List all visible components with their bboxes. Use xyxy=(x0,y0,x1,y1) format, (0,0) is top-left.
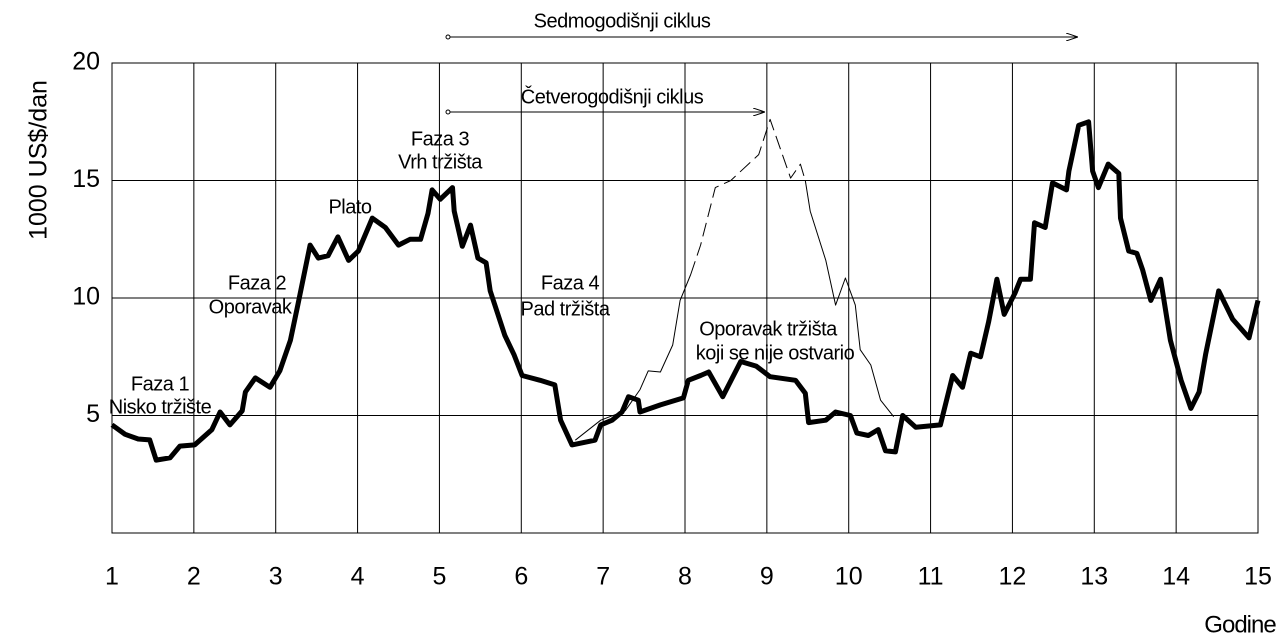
x-tick-label: 2 xyxy=(187,563,201,591)
line xyxy=(690,118,806,275)
x-tick-label: 3 xyxy=(269,563,283,591)
annotation: Faza 1 xyxy=(131,373,190,395)
annotation: Faza 3 xyxy=(411,128,470,150)
annotation: Četverogodišnji ciklus xyxy=(521,85,704,108)
y-tick-label: 20 xyxy=(72,48,100,76)
y-tick-label: 10 xyxy=(72,283,100,311)
annotation: Oporavak xyxy=(209,296,293,318)
annotation: Nisko tržište xyxy=(109,396,212,418)
line xyxy=(110,119,1261,463)
annotation: koji se nije ostvario xyxy=(696,342,855,364)
x-tick-label: 4 xyxy=(351,563,365,591)
x-tick-label: 7 xyxy=(596,563,610,591)
y-tick-label: 15 xyxy=(72,165,100,193)
x-tick-label: 9 xyxy=(760,563,774,591)
annotation: Pad tržišta xyxy=(521,298,611,320)
annotation: Plato xyxy=(328,196,371,218)
x-tick-label: 6 xyxy=(514,563,528,591)
annotation: Faza 4 xyxy=(541,272,600,294)
y-tick-label: 5 xyxy=(86,400,100,428)
y-axis-label: 1000 US$/dan xyxy=(25,80,53,240)
annotation: Sedmogodišnji ciklus xyxy=(534,10,711,32)
annotation: Vrh tržišta xyxy=(398,151,483,173)
annotation: Oporavak tržišta xyxy=(699,318,838,340)
x-tick-label: 12 xyxy=(999,563,1027,591)
arrow-start xyxy=(445,34,451,40)
x-tick-label: 8 xyxy=(678,563,692,591)
x-tick-label: 15 xyxy=(1244,563,1272,591)
line xyxy=(804,180,895,418)
x-tick-label: 11 xyxy=(918,563,944,591)
line xyxy=(574,274,692,441)
x-tick-label: 5 xyxy=(432,563,446,591)
x-tick-label: 14 xyxy=(1162,563,1190,591)
annotation: Faza 2 xyxy=(228,272,287,294)
x-axis-label: Godine xyxy=(1204,611,1276,638)
x-tick-label: 13 xyxy=(1080,563,1108,591)
x-tick-label: 10 xyxy=(835,563,863,591)
arrow-start xyxy=(445,109,451,115)
x-tick-label: 1 xyxy=(105,563,119,591)
